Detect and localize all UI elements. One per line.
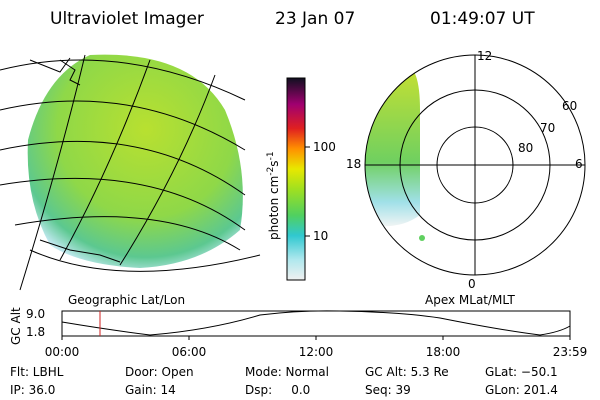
colorbar: 100 10 photon cm-2s-1 — [266, 77, 336, 281]
polar-plot: 12 18 6 0 60 70 80 — [346, 49, 586, 291]
status-field: Dsp: 0.0 — [245, 383, 310, 397]
time-label: 18:00 — [426, 345, 461, 359]
status-field: GLat: −50.1 — [485, 365, 558, 379]
mlt-label: 12 — [477, 49, 492, 63]
time-label: 12:00 — [299, 345, 334, 359]
status-field: IP: 36.0 — [10, 383, 55, 397]
mlt-label: 0 — [468, 277, 476, 291]
status-field: GLon: 201.4 — [485, 383, 558, 397]
mlt-label: 18 — [346, 157, 361, 171]
status-field: Seq: 39 — [365, 383, 411, 397]
colorbar-tick: 100 — [313, 140, 336, 154]
status-field: Door: Open — [125, 365, 194, 379]
alt-tick: 1.8 — [26, 325, 45, 339]
time: 01:49:07 UT — [430, 9, 535, 29]
orbit-plot: Geographic Lat/Lon Apex MLat/MLT GC Alt … — [9, 293, 587, 359]
mlat-label: 70 — [540, 121, 555, 135]
colorbar-unit: photon cm-2s-1 — [266, 151, 281, 240]
time-label: 00:00 — [45, 345, 80, 359]
time-label: 23:59 — [553, 345, 588, 359]
mlt-label: 6 — [575, 157, 583, 171]
mlat-label: 80 — [518, 141, 533, 155]
orbit-label: Apex MLat/MLT — [425, 293, 515, 307]
status-field: Gain: 14 — [125, 383, 176, 397]
status-field: Flt: LBHL — [10, 365, 64, 379]
orbit-axis-label: GC Alt — [9, 307, 23, 345]
globe-image — [0, 54, 261, 291]
status-field: Mode: Normal — [245, 365, 329, 379]
orbit-label: Geographic Lat/Lon — [68, 293, 185, 307]
colorbar-tick: 10 — [313, 229, 328, 243]
mlat-label: 60 — [562, 99, 577, 113]
time-label: 06:00 — [172, 345, 207, 359]
footer: Flt: LBHL Door: Open Mode: Normal GC Alt: 5… — [10, 365, 558, 397]
header: Ultraviolet Imager 23 Jan 07 01:49:07 UT — [50, 9, 535, 29]
date: 23 Jan 07 — [275, 9, 355, 29]
status-field: GC Alt: 5.3 Re — [365, 365, 449, 379]
title: Ultraviolet Imager — [50, 9, 204, 29]
alt-tick: 9.0 — [26, 307, 45, 321]
